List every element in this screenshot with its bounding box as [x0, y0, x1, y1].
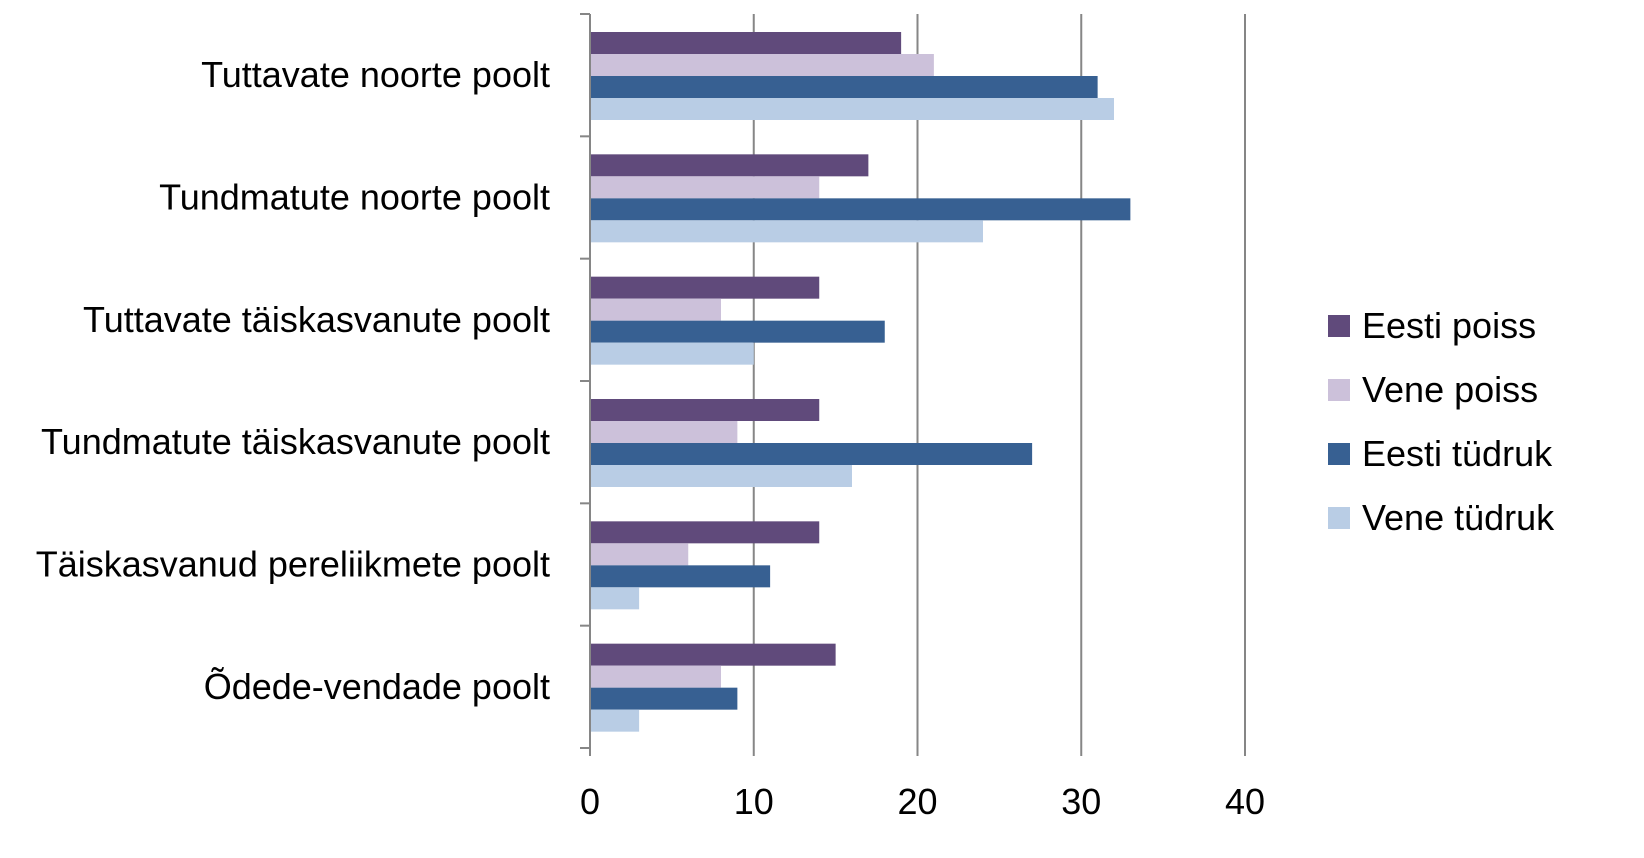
bars: [590, 32, 1131, 732]
bar: [590, 443, 1033, 465]
bar: [590, 465, 852, 487]
bar: [590, 342, 754, 365]
bar: [590, 543, 689, 566]
bar: [590, 154, 869, 177]
bar: [590, 32, 902, 54]
x-tick-label: 20: [897, 781, 937, 822]
bar: [590, 98, 1114, 120]
bar: [590, 320, 885, 343]
category-label: Täiskasvanud pereliikmete poolt: [36, 544, 550, 585]
category-label: Tundmatute täiskasvanute poolt: [41, 421, 550, 462]
bar: [590, 220, 983, 243]
bar: [590, 565, 771, 588]
x-tick-label: 10: [734, 781, 774, 822]
legend-swatch: [1328, 443, 1350, 465]
legend-swatch: [1328, 507, 1350, 529]
x-tick-label: 40: [1225, 781, 1265, 822]
bar: [590, 54, 934, 76]
bar: [590, 643, 836, 666]
category-labels: Tuttavate noorte poolt Tundmatute noorte …: [36, 54, 550, 707]
bar: [590, 399, 820, 421]
legend-swatch: [1328, 315, 1350, 337]
axes: [580, 13, 1246, 756]
bar: [590, 421, 738, 443]
gridlines: [752, 14, 1246, 748]
tick-labels: 0 10 20 30 40: [580, 781, 1265, 822]
bar: [590, 176, 820, 199]
legend-label: Vene tüdruk: [1362, 497, 1555, 538]
legend: Eesti poiss Vene poiss Eesti tüdruk Vene tü…: [1328, 305, 1555, 538]
x-tick-label: 0: [580, 781, 600, 822]
bar: [590, 198, 1131, 221]
legend-label: Eesti poiss: [1362, 305, 1536, 346]
bar: [590, 276, 820, 299]
bar: [590, 521, 820, 544]
category-label: Tuttavate täiskasvanute poolt: [83, 299, 550, 340]
bar: [590, 298, 721, 321]
bar: [590, 665, 721, 688]
legend-label: Vene poiss: [1362, 369, 1538, 410]
bar: [590, 709, 640, 732]
category-label: Tundmatute noorte poolt: [159, 177, 550, 218]
category-label: Õdede-vendade poolt: [204, 666, 550, 707]
bar: [590, 687, 738, 710]
bar: [590, 76, 1098, 98]
category-label: Tuttavate noorte poolt: [201, 54, 550, 95]
legend-swatch: [1328, 379, 1350, 401]
legend-label: Eesti tüdruk: [1362, 433, 1553, 474]
bar: [590, 587, 640, 610]
x-tick-label: 30: [1061, 781, 1101, 822]
